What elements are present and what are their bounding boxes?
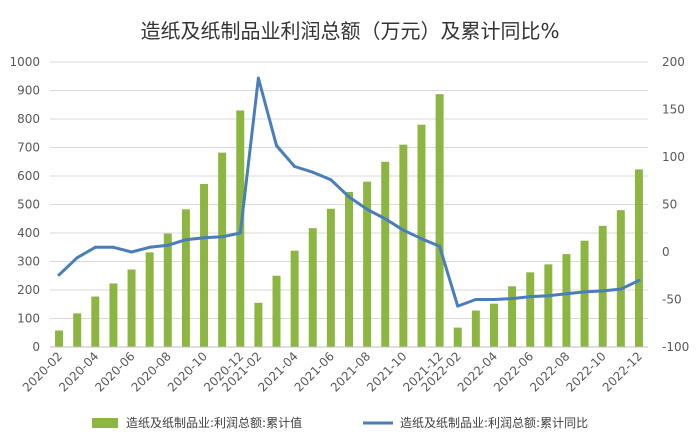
line-point: [111, 245, 115, 249]
bar: [200, 183, 209, 347]
bar: [453, 327, 462, 347]
right-tick-label: 200: [662, 55, 685, 69]
line-point: [528, 295, 532, 299]
right-tick-label: 50: [662, 198, 677, 212]
line-point: [293, 165, 297, 168]
bar: [55, 330, 64, 347]
right-tick-label: 0: [662, 245, 670, 259]
line-point: [438, 244, 442, 248]
bar: [308, 228, 317, 347]
bar: [508, 286, 517, 347]
left-tick-label: 900: [17, 84, 40, 98]
left-tick-label: 0: [32, 340, 40, 354]
line-point: [202, 236, 206, 240]
left-tick-label: 800: [17, 112, 40, 126]
bar: [73, 313, 82, 347]
bar: [127, 269, 136, 347]
right-tick-label: -100: [662, 340, 689, 354]
line-point: [564, 292, 568, 296]
left-tick-label: 100: [17, 312, 40, 326]
line-point: [130, 250, 134, 254]
line-point: [456, 304, 460, 308]
bar: [598, 225, 607, 347]
bar: [254, 302, 263, 347]
legend-bar-swatch: [92, 418, 118, 428]
bar: [163, 233, 172, 347]
line-point: [492, 298, 496, 301]
right-tick-label: 150: [662, 103, 685, 117]
bar: [363, 181, 372, 347]
left-tick-label: 300: [17, 255, 40, 269]
line-point: [220, 235, 224, 239]
bar: [218, 152, 227, 347]
left-tick-label: 200: [17, 283, 40, 297]
bar: [562, 254, 571, 347]
legend-line-label: 造纸及纸制品业:利润总额:累计同比: [400, 416, 588, 430]
bar: [580, 240, 589, 347]
line-point: [329, 178, 333, 182]
bar: [616, 210, 625, 347]
line-point: [311, 170, 315, 174]
line-point: [601, 289, 605, 293]
line-series: [57, 76, 641, 308]
bar: [181, 209, 190, 347]
line-point: [57, 273, 61, 277]
line-point: [75, 256, 79, 260]
line-point: [637, 279, 641, 282]
line-point: [619, 287, 623, 291]
legend-bar-label: 造纸及纸制品业:利润总额:累计值: [126, 415, 302, 430]
x-axis: 2020-022020-042020-062020-082020-102020-…: [20, 346, 648, 395]
line-point: [474, 298, 478, 301]
bar: [526, 272, 535, 347]
line-point: [238, 231, 242, 235]
left-tick-label: 1000: [9, 55, 40, 69]
line-point: [256, 76, 260, 80]
chart-title: 造纸及纸制品业利润总额（万元）及累计同比%: [140, 19, 559, 43]
left-axis: 0 100 200 300 400 500 600 700 800 900 1000: [9, 55, 40, 354]
line-point: [275, 144, 279, 148]
left-tick-label: 500: [17, 198, 40, 212]
line-point: [365, 207, 369, 211]
left-tick-label: 700: [17, 141, 40, 155]
bar: [272, 275, 281, 347]
bar: [326, 208, 335, 347]
bar: [417, 124, 426, 347]
bar: [489, 303, 498, 347]
line-point: [93, 245, 97, 249]
bar: [544, 264, 553, 347]
bar: [634, 169, 643, 347]
line-point: [184, 238, 188, 242]
left-tick-label: 400: [17, 226, 40, 240]
x-tick-label: 2022-12: [600, 349, 645, 394]
line-point: [347, 195, 351, 199]
bar: [290, 250, 299, 347]
right-axis: -100 -50 0 50 100 150 200: [662, 55, 689, 354]
bar: [91, 296, 100, 347]
right-tick-label: 100: [662, 150, 685, 164]
legend: 造纸及纸制品业:利润总额:累计值 造纸及纸制品业:利润总额:累计同比: [92, 415, 588, 430]
bar: [345, 191, 353, 347]
line-point: [383, 217, 387, 221]
line-point: [583, 290, 587, 294]
line-point: [419, 237, 423, 241]
bar: [109, 283, 118, 347]
line-point: [148, 245, 152, 249]
bar: [471, 310, 480, 347]
line-point: [401, 228, 405, 232]
bar: [381, 161, 390, 347]
bar: [435, 94, 444, 347]
right-tick-label: -50: [662, 293, 682, 307]
line-point: [510, 297, 514, 301]
bar: [399, 144, 408, 347]
bar: [145, 252, 154, 347]
line-point: [546, 294, 550, 298]
line-point: [166, 243, 170, 247]
bar-series: [55, 94, 643, 347]
left-tick-label: 600: [17, 169, 40, 183]
